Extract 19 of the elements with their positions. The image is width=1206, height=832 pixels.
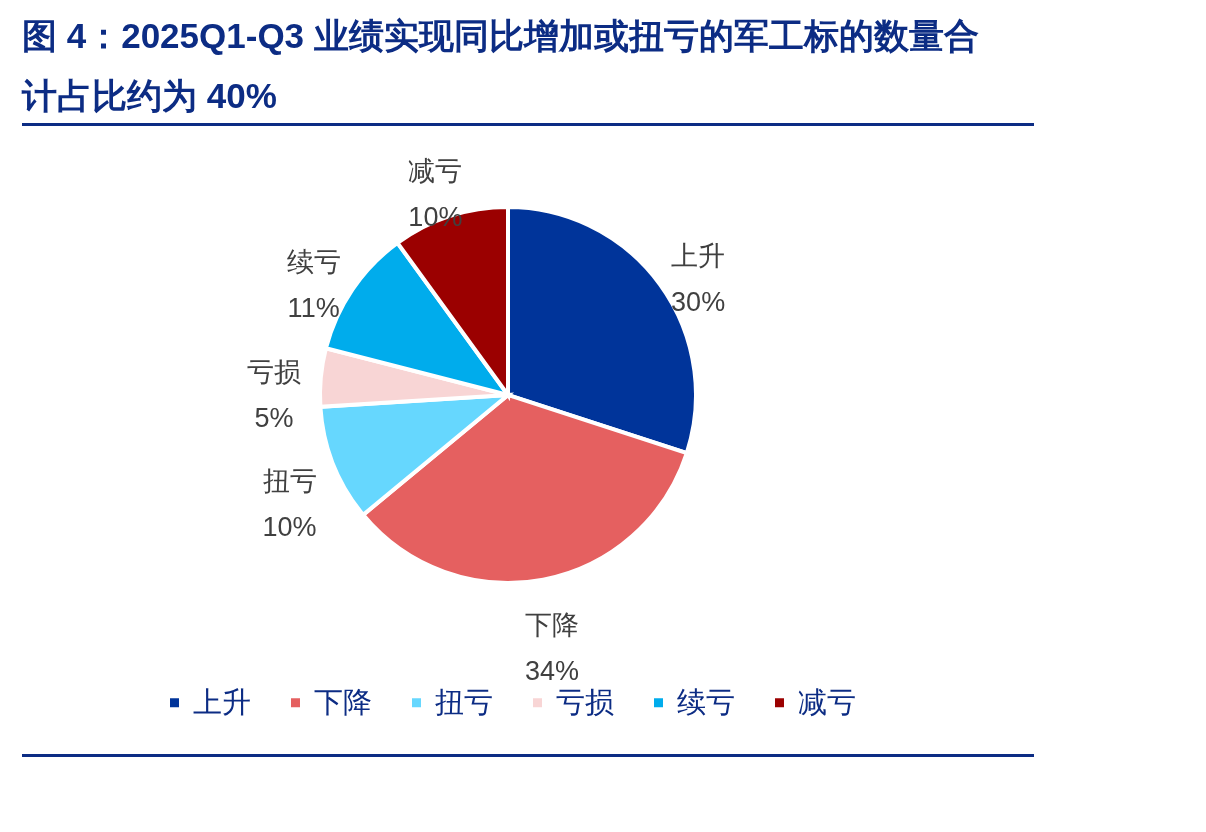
legend-label: 减亏	[798, 685, 856, 718]
data-label: 34%	[525, 655, 580, 686]
data-label: 11%	[287, 292, 340, 323]
slice-label: 上升	[671, 240, 726, 271]
data-label: 10%	[408, 201, 463, 232]
data-label: 5%	[254, 402, 294, 433]
legend-label: 扭亏	[435, 685, 493, 718]
data-label: 10%	[262, 511, 317, 542]
slice-label: 扭亏	[262, 465, 317, 496]
slice-label: 下降	[525, 609, 580, 640]
legend-label: 亏损	[556, 685, 614, 718]
slice-label: 亏损	[247, 356, 302, 387]
legend-label: 续亏	[677, 685, 735, 718]
chart-title: 图 4：2025Q1-Q3 业绩实现同比增加或扭亏的军工标的数量合计占比约为 40%	[22, 15, 980, 117]
slice-label: 续亏	[286, 246, 341, 277]
legend-label: 下降	[314, 685, 372, 718]
slice-label: 减亏	[408, 155, 463, 186]
data-label: 30%	[671, 286, 726, 317]
legend-label: 上升	[193, 685, 251, 718]
